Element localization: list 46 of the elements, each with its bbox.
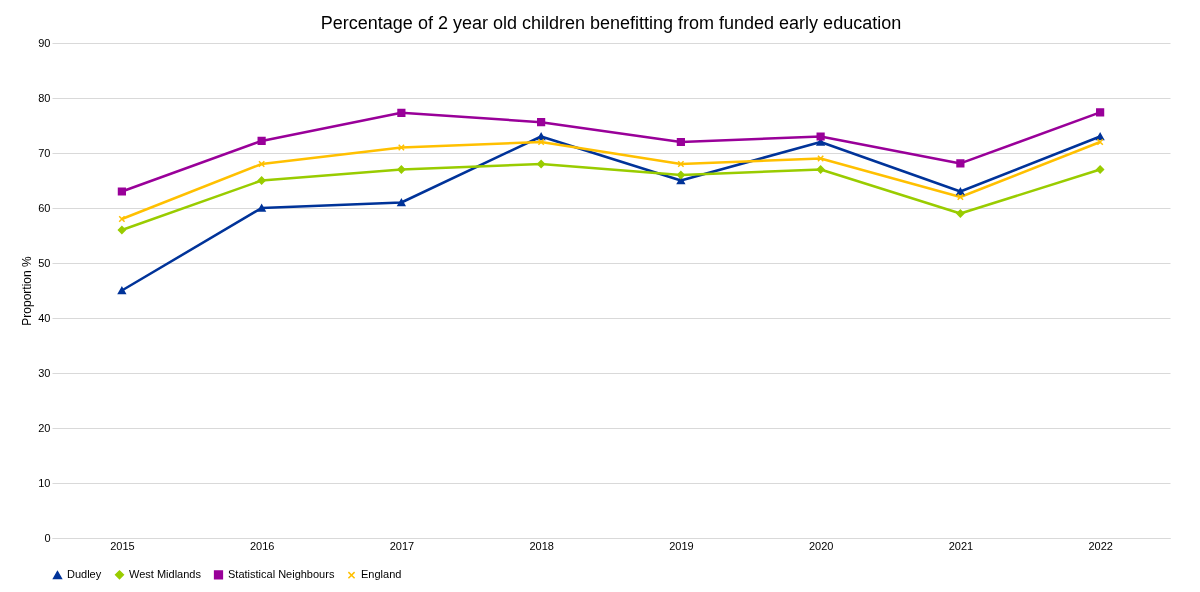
y-tick-label: 90 [38, 36, 51, 49]
legend-label: England [361, 568, 402, 581]
x-tick-label: 2018 [529, 539, 554, 552]
point [257, 204, 266, 212]
y-tick-label: 60 [38, 201, 51, 214]
y-tick-label: 10 [38, 476, 51, 489]
y-axis-title: Proportion % [20, 255, 35, 326]
legend-label: West Midlands [129, 567, 202, 580]
chart-title: Percentage of 2 year old children benefitting from funded early education [320, 13, 902, 33]
point [117, 286, 126, 295]
point [117, 187, 126, 196]
point [956, 209, 965, 218]
y-tick-label: 80 [38, 91, 51, 104]
point [537, 159, 546, 169]
point [816, 165, 825, 174]
point [956, 159, 965, 168]
point [257, 176, 266, 185]
point [537, 118, 546, 127]
point [1096, 165, 1105, 174]
point [397, 108, 406, 117]
legend-label: Statistical Neighbours [228, 567, 335, 580]
y-tick-label: 70 [38, 146, 51, 159]
y-tick-label: 20 [38, 421, 51, 434]
point [1096, 108, 1105, 117]
x-tick-label: 2021 [948, 539, 974, 552]
x-tick-label: 2016 [249, 539, 275, 552]
point [1096, 132, 1105, 141]
point [956, 187, 965, 196]
point [397, 198, 406, 207]
x-tick-label: 2019 [669, 539, 694, 552]
x-tick-label: 2017 [389, 539, 415, 552]
y-tick-label: 0 [44, 531, 51, 544]
legend-label: Dudley [67, 568, 102, 581]
y-tick-label: 40 [38, 311, 51, 324]
point [257, 136, 266, 145]
point [537, 132, 546, 141]
point [676, 137, 685, 147]
point [816, 132, 825, 141]
x-tick-label: 2015 [110, 539, 135, 552]
point [676, 170, 685, 180]
x-tick-label: 2022 [1088, 539, 1113, 552]
point [397, 165, 406, 174]
y-tick-label: 30 [38, 366, 51, 379]
x-tick-label: 2020 [808, 539, 834, 552]
point [117, 225, 126, 235]
y-tick-label: 50 [38, 256, 51, 269]
